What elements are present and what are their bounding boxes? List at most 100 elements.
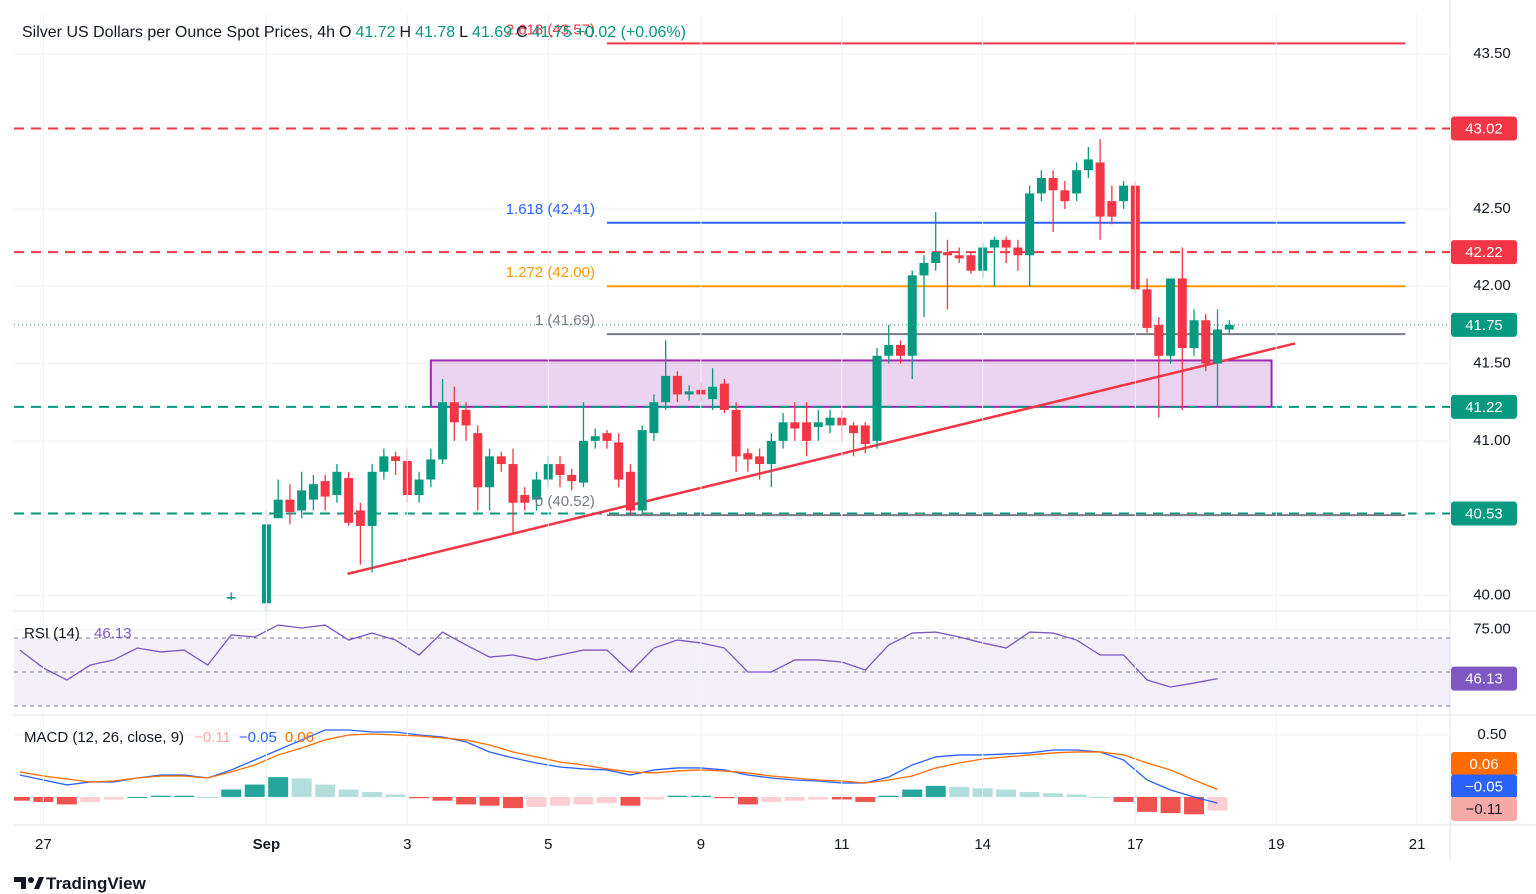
candle-body <box>355 510 365 526</box>
histogram-bar <box>902 789 923 797</box>
candle-body <box>719 383 729 410</box>
candle-body <box>508 464 518 503</box>
candle-body <box>1166 278 1176 356</box>
candle-body <box>285 499 295 513</box>
pane-title: RSI (14) <box>24 625 80 642</box>
rsi-line <box>19 624 1218 688</box>
price-label-box <box>1451 116 1517 141</box>
candle-body <box>496 456 506 465</box>
candle-body <box>649 402 659 434</box>
candle-body <box>567 474 577 482</box>
candle-body <box>661 375 671 403</box>
histogram-bar <box>550 796 570 806</box>
ohlc-key: H <box>399 24 412 41</box>
histogram-bar <box>385 794 406 797</box>
candle-body <box>1048 177 1058 191</box>
logo <box>14 877 44 889</box>
candle-body <box>1201 320 1211 364</box>
histogram-bar <box>737 796 758 805</box>
candle-body <box>790 422 800 429</box>
candle-body <box>942 252 952 256</box>
x-tick-label: 3 <box>403 836 411 853</box>
candle-body <box>1083 159 1093 171</box>
candle-body <box>520 495 530 503</box>
candle-body <box>308 484 318 500</box>
fib-label: 1.272 (42.00) <box>506 264 595 281</box>
histogram-bar <box>221 789 242 797</box>
macd-label: −0.11 <box>1466 801 1503 818</box>
histogram-bar <box>103 796 124 800</box>
y-tick-label: 40.00 <box>1473 587 1511 604</box>
candle-body <box>625 471 635 511</box>
ohlc-key: O <box>339 24 352 41</box>
candle-body <box>919 263 929 276</box>
x-tick-label: 17 <box>1127 836 1144 853</box>
y-tick-label: 75.00 <box>1473 620 1511 637</box>
candle-body <box>1072 170 1082 194</box>
y-tick-label: 41.00 <box>1473 432 1511 449</box>
histogram-bar <box>174 795 195 797</box>
histogram-bar <box>526 796 547 807</box>
candle-body <box>426 459 436 480</box>
price-label: 43.02 <box>1465 120 1503 137</box>
candle-body <box>1177 278 1187 349</box>
ohlc-value: 41.75 <box>531 24 572 41</box>
candle-body <box>1119 185 1129 202</box>
candle-body <box>273 499 283 519</box>
histogram-bar <box>197 796 218 798</box>
macd-label: −0.05 <box>1465 778 1503 795</box>
candle-body <box>1213 329 1223 364</box>
rsi-label-box <box>1451 666 1517 691</box>
histogram-bar <box>784 796 805 801</box>
candle-body <box>555 464 565 475</box>
fib-label: 1.618 (42.41) <box>506 201 595 218</box>
candle-body <box>731 409 741 457</box>
histogram-bar <box>1066 794 1087 797</box>
candle-body <box>860 425 870 444</box>
macd-label-box <box>1451 774 1517 799</box>
candle-body <box>778 422 788 441</box>
histogram-bar <box>573 796 594 805</box>
histogram-bar <box>596 796 617 804</box>
trendline <box>347 342 1296 576</box>
candle-body <box>966 255 976 271</box>
candle-body <box>766 440 776 465</box>
macd-line <box>19 733 1218 791</box>
candle-body <box>637 430 647 511</box>
histogram-bar <box>1207 796 1228 811</box>
candle-body <box>344 477 354 523</box>
price-label-box <box>1451 312 1517 337</box>
x-tick-label: 9 <box>697 836 705 853</box>
price-label-box <box>1451 240 1517 265</box>
candle-body <box>367 471 377 526</box>
histogram-bar <box>338 789 359 797</box>
histogram-bar <box>1184 796 1205 815</box>
candle-body <box>532 479 542 500</box>
histogram-bar <box>150 795 171 797</box>
candle-body <box>461 409 471 426</box>
histogram-bar <box>1019 792 1040 797</box>
candle-body <box>1060 190 1070 202</box>
histogram-bar <box>268 777 289 797</box>
x-tick-label: 27 <box>35 836 52 853</box>
x-tick-label: 14 <box>974 836 991 853</box>
fib-label: 2.618 (43.57) <box>506 21 595 38</box>
price-label: 42.22 <box>1465 244 1503 261</box>
candle-body <box>825 417 835 426</box>
candle-body <box>1013 247 1023 256</box>
x-tick-label: 11 <box>834 836 850 853</box>
candle-body <box>849 425 859 434</box>
candle-body <box>379 456 389 472</box>
histogram-bar <box>14 796 30 801</box>
histogram-bar <box>855 796 876 802</box>
legend-value: 0.06 <box>285 729 314 746</box>
histogram-bar <box>432 796 453 801</box>
candle-body <box>872 355 882 441</box>
ohlc-key: L <box>459 24 469 41</box>
price-label: 40.53 <box>1465 506 1503 523</box>
candle-body <box>743 453 753 460</box>
candle-body <box>708 386 718 400</box>
macd-label-box <box>1451 752 1517 776</box>
candle-body <box>438 402 448 460</box>
